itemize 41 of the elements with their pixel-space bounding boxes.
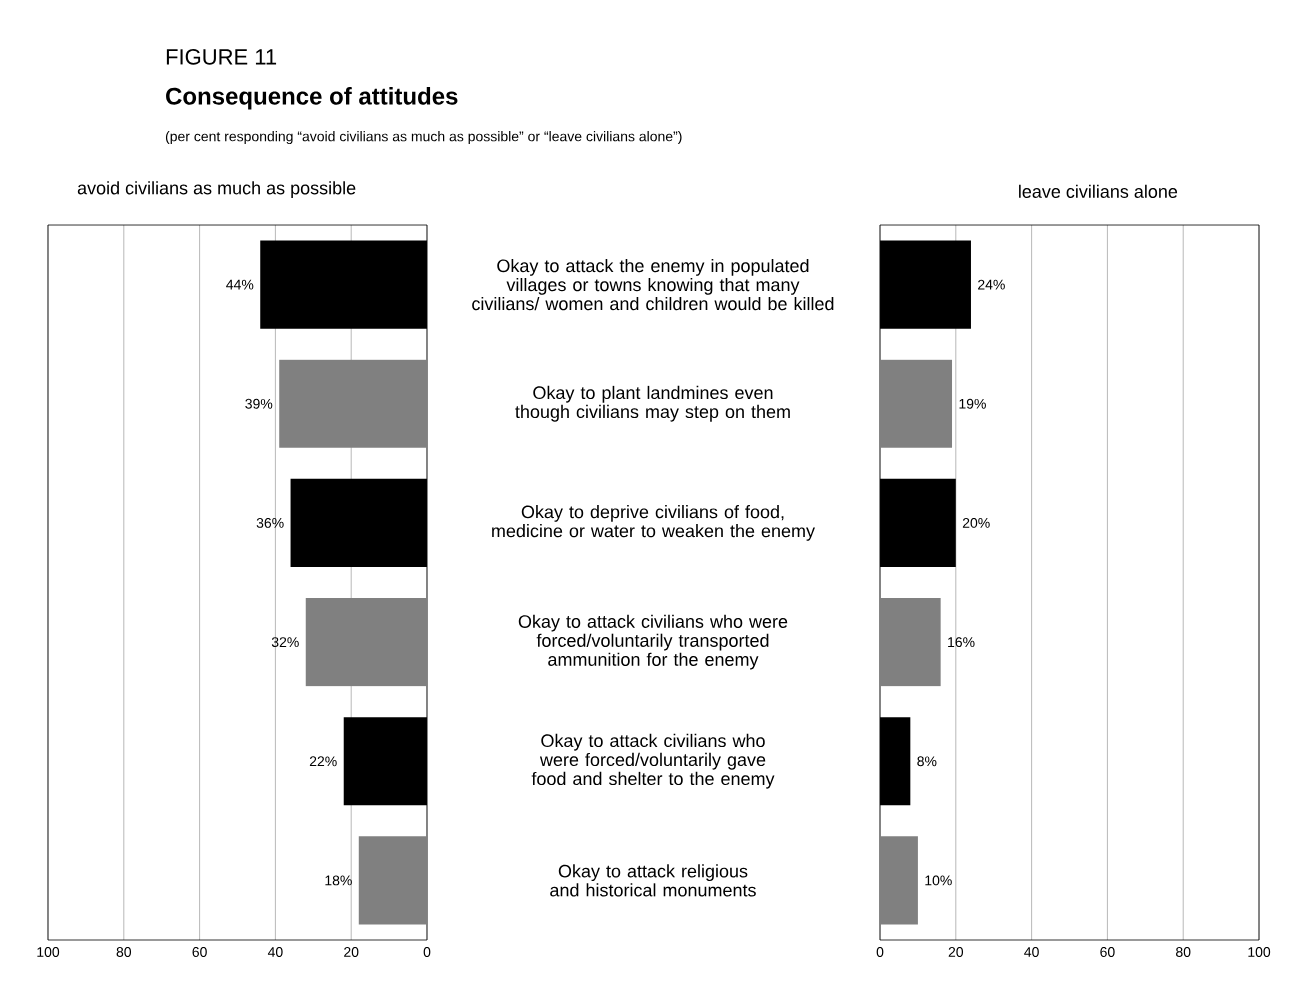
x-tick-label: 40 <box>1024 947 1039 957</box>
data-label: 18% <box>325 875 352 886</box>
x-tick-label: 20 <box>344 947 359 957</box>
bar <box>880 598 941 687</box>
caption: FIGURE 11 <box>166 49 277 65</box>
x-tick-label: 0 <box>423 947 431 957</box>
data-label: 24% <box>978 279 1005 290</box>
text: Consequence of attitudes <box>166 87 458 110</box>
data-label: 10% <box>925 875 952 886</box>
x-tick-label: 60 <box>1100 947 1115 957</box>
bar <box>358 836 427 925</box>
y-tick-label: Okay to deprive civilians of food, medicine or water to weaken the enemy <box>492 505 815 541</box>
data-label: 44% <box>226 279 254 290</box>
text: (per cent responding “avoid civilians as much as possible” or “leave civilians alone”) <box>165 131 682 145</box>
y-tick-label: Okay to attack religious and historical monuments <box>550 864 756 897</box>
chart-title: avoid civilians as much as possible <box>77 181 356 198</box>
y-tick-label: Okay to plant landmines even though civilians may step on them <box>515 385 790 422</box>
y-tick-label: Okay to attack the enemy in populated villages or towns knowing that many civilians/ women and children would be killed <box>472 258 834 311</box>
bar <box>279 359 427 448</box>
x-tick-label: 40 <box>267 947 283 957</box>
x-tick-label: 80 <box>116 947 132 957</box>
bar <box>305 598 427 687</box>
x-tick-label: 100 <box>1248 947 1271 957</box>
data-label: 20% <box>962 517 990 528</box>
y-tick-label: Okay to attack civilians who were forced/voluntarily gave food and shelter to the enemy <box>531 733 775 789</box>
bar <box>880 836 918 925</box>
data-label: 36% <box>256 517 284 528</box>
x-tick-label: 100 <box>37 947 60 957</box>
x-tick-label: 0 <box>876 947 884 957</box>
data-label: 22% <box>309 756 337 767</box>
bar <box>880 359 953 448</box>
x-tick-label: 20 <box>948 947 964 957</box>
y-tick-label: Okay to attack civilians who were forced/voluntarily transported ammunition for the enemy <box>518 614 788 670</box>
data-label: 19% <box>959 398 986 409</box>
x-tick-label: 60 <box>192 947 207 957</box>
data-label: 8% <box>917 756 937 767</box>
chart-title: leave civilians alone <box>1019 184 1178 198</box>
x-tick-label: 80 <box>1176 947 1191 957</box>
data-label: 32% <box>271 637 299 648</box>
data-label: 16% <box>948 637 975 648</box>
data-label: 39% <box>245 398 273 409</box>
